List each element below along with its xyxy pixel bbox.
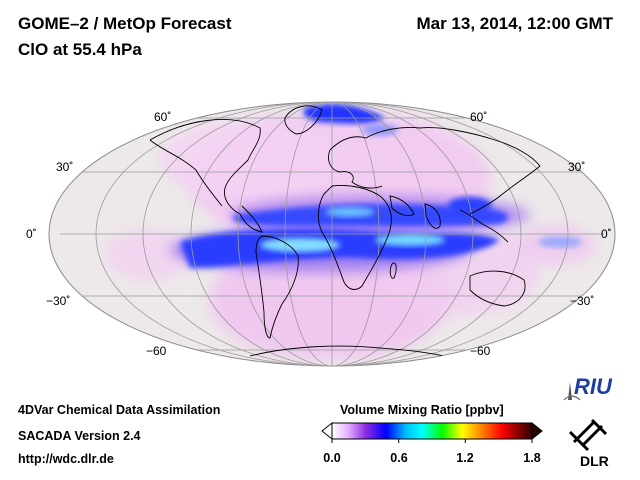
colorbar-gradient xyxy=(331,422,533,440)
lat-label-left-60: 60˚ xyxy=(154,110,171,124)
page-title: GOME–2 / MetOp Forecast xyxy=(18,14,232,33)
colorbar-tick-label: 0.6 xyxy=(390,451,408,465)
dlr-logo: DLR xyxy=(568,418,609,469)
forecast-date: Mar 13, 2014, 12:00 GMT xyxy=(416,14,613,33)
riu-logo-text: RIU xyxy=(574,374,613,399)
lat-label-right-minus30: −30˚ xyxy=(570,294,594,308)
lat-label-right-60: 60˚ xyxy=(470,110,487,124)
colorbar xyxy=(321,421,543,443)
logos: RIU DLR xyxy=(563,374,613,469)
graticule xyxy=(60,102,604,366)
coastlines xyxy=(149,105,541,361)
colorbar-title: Volume Mixing Ratio [ppbv] xyxy=(340,403,504,417)
lat-label-left-0: 0˚ xyxy=(26,227,37,241)
footer-line-1: 4DVar Chemical Data Assimilation xyxy=(18,403,221,417)
lat-label-right-30: 30˚ xyxy=(568,160,585,174)
colorbar-tick-label: 1.2 xyxy=(456,451,474,465)
latitude-labels: 60˚ 30˚ 0˚ −30˚ −60 60˚ 30˚ 0˚ −30˚ −60 xyxy=(26,110,612,358)
colorbar-over-arrow xyxy=(531,421,543,441)
riu-logo: RIU xyxy=(563,374,613,401)
dlr-logo-text: DLR xyxy=(580,453,609,469)
lat-label-left-minus60: −60 xyxy=(146,344,167,358)
lat-label-left-30: 30˚ xyxy=(56,160,73,174)
world-map: 60˚ 30˚ 0˚ −30˚ −60 60˚ 30˚ 0˚ −30˚ −60 xyxy=(26,101,616,367)
colorbar-tick-marks xyxy=(331,439,533,443)
clo-field xyxy=(105,103,595,360)
lat-label-left-minus30: −30˚ xyxy=(46,294,70,308)
colorbar-tick-label: 1.8 xyxy=(523,451,541,465)
colorbar-under-arrow xyxy=(321,421,333,441)
footer-line-2: SACADA Version 2.4 xyxy=(18,429,141,443)
species-subtitle: ClO at 55.4 hPa xyxy=(18,40,142,59)
footer-link[interactable]: http://wdc.dlr.de xyxy=(18,452,114,466)
lat-label-right-minus60: −60 xyxy=(470,344,491,358)
lat-label-right-0: 0˚ xyxy=(601,227,612,241)
colorbar-tick-label: 0.0 xyxy=(323,451,341,465)
